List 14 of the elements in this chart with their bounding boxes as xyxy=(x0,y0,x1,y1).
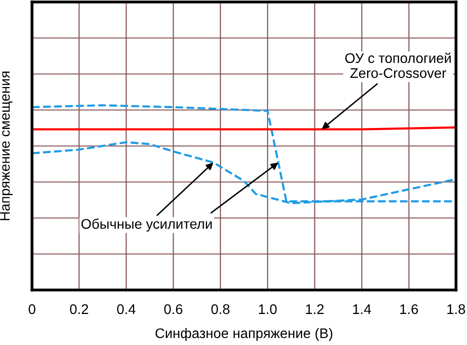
x-tick-label: 1.0 xyxy=(258,304,277,314)
annotation: ОУ с топологией Zero-Crossover xyxy=(345,52,451,78)
x-tick-label: 0 xyxy=(28,304,36,314)
x-tick-label: 0.4 xyxy=(117,304,136,314)
x-tick-label: 0.2 xyxy=(70,304,88,314)
x-tick-label: 1.2 xyxy=(306,304,324,314)
x-tick-label: 1.8 xyxy=(447,304,466,314)
x-axis-title: Синфазное напряжение (В) xyxy=(156,328,332,341)
x-tick-label: 0.6 xyxy=(164,304,182,314)
x-tick-label: 1.6 xyxy=(400,304,418,314)
annotation: Обычные усилители xyxy=(81,218,212,232)
x-tick-label: 0.8 xyxy=(211,304,230,314)
x-tick-label: 1.4 xyxy=(353,304,372,314)
y-axis-title: Напряжение смещения xyxy=(0,72,13,220)
